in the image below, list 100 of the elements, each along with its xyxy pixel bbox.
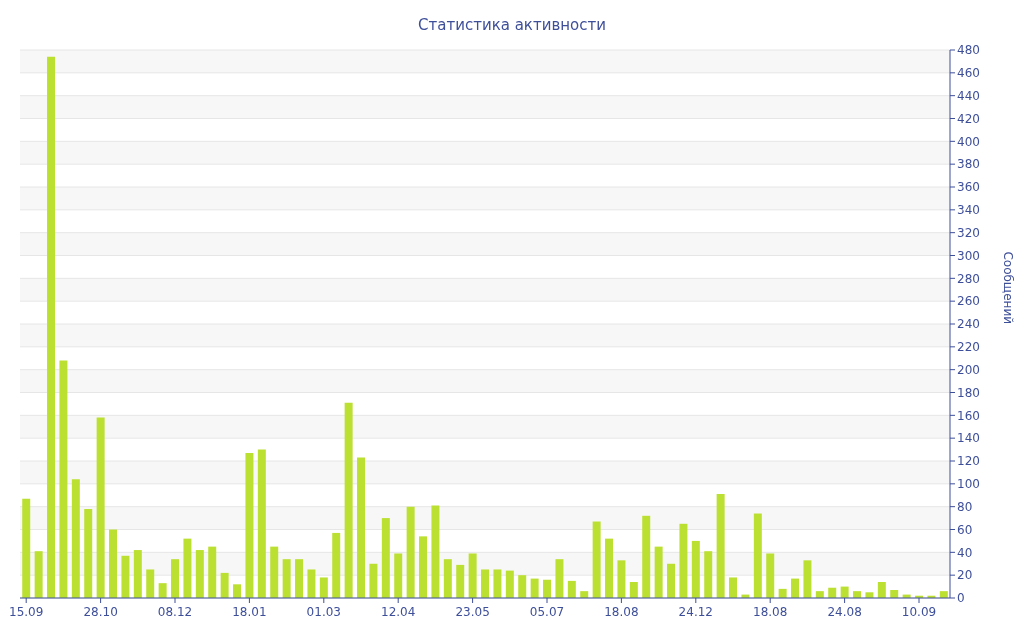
bar [505,570,514,598]
bar [133,550,142,598]
y2-tick-label: 40 [957,545,973,560]
bar [344,402,353,598]
bar [753,513,762,598]
bar [592,521,601,598]
y2-tick-label: 360 [957,180,980,195]
bar [34,551,43,598]
x-tick-label: 23.05 [455,605,490,619]
bar [109,529,118,598]
y2-tick-label: 80 [957,499,973,514]
bar [357,457,366,598]
bar [47,56,56,598]
bar [208,546,217,598]
y2-tick-label: 380 [957,157,980,172]
x-tick-label: 10.09 [901,605,937,619]
bar [319,577,328,598]
y2-tick-label: 160 [957,408,980,423]
y2-tick-label: 260 [957,294,980,309]
bar [22,498,31,598]
bar [121,555,130,598]
bar [629,582,638,598]
y2-tick-label: 320 [957,225,980,240]
x-tick-label: 15.09 [9,605,44,619]
bar [233,584,242,598]
bar [493,569,502,598]
y2-tick-label: 480 [957,43,980,58]
y2-tick-label: 100 [957,477,980,492]
bar [195,550,204,598]
bar [704,551,713,598]
bar [183,538,192,598]
y2-tick-label: 0 [957,591,965,606]
x-tick-label: 12.04 [381,605,416,619]
chart-title: Статистика активности [417,15,607,36]
bar [71,479,80,598]
bar [146,569,155,598]
bar [654,546,663,598]
bar [605,538,614,598]
bar [394,553,403,598]
bar [567,580,576,598]
bar [679,523,688,598]
bar [803,560,812,598]
bar [431,505,440,598]
y2-tick-label: 400 [957,134,980,149]
bar [555,559,564,598]
y2-tick-label: 340 [957,203,980,218]
bar [295,559,304,598]
x-tick-label: 08.12 [157,605,193,619]
bar [158,583,167,598]
bar [381,518,390,598]
bar [245,453,254,598]
y2-tick-label: 140 [957,431,980,446]
bar [456,564,465,598]
x-tick-label: 28.10 [83,605,118,619]
bar [84,508,93,598]
bar [716,494,725,598]
y2-tick-label: 300 [957,248,980,263]
bar [481,569,490,598]
bar [220,572,229,598]
x-tick-label: 05.07 [529,605,565,619]
bar [257,449,266,598]
bar [468,553,477,598]
y2-tick-label: 60 [957,522,973,537]
y2-tick-label: 240 [957,317,980,332]
x-tick-label: 18.01 [232,605,267,619]
bar [369,563,378,598]
bar [171,559,180,598]
bar [332,532,341,598]
bar [406,506,415,598]
y2-axis-title: Сообщений [1000,251,1015,324]
x-tick-label: 01.03 [306,605,341,619]
y2-tick-label: 120 [957,454,980,469]
bar [419,536,428,598]
y2-tick-label: 200 [957,362,980,377]
y2-tick-label: 420 [957,111,980,126]
bar [667,563,676,598]
x-tick-label: 24.12 [678,605,713,619]
bar [729,577,738,598]
bar [543,579,552,598]
x-tick-label: 24.08 [827,605,862,619]
bar [642,515,651,598]
bar [766,553,775,598]
y2-tick-label: 220 [957,340,980,355]
bar [791,578,800,598]
bar [691,540,700,598]
x-tick-label: 18.08 [604,605,639,619]
y2-tick-label: 440 [957,88,980,103]
bar [443,559,452,598]
y2-tick-label: 280 [957,271,980,286]
bar [282,559,291,598]
bar [270,546,279,598]
bar [518,575,527,598]
y2-tick-label: 180 [957,385,980,400]
bar [59,360,68,598]
bar [530,578,539,598]
bar [877,582,886,598]
bar [96,417,105,598]
x-tick-label: 18.08 [753,605,788,619]
bar [307,569,316,598]
y2-tick-label: 20 [957,568,973,583]
